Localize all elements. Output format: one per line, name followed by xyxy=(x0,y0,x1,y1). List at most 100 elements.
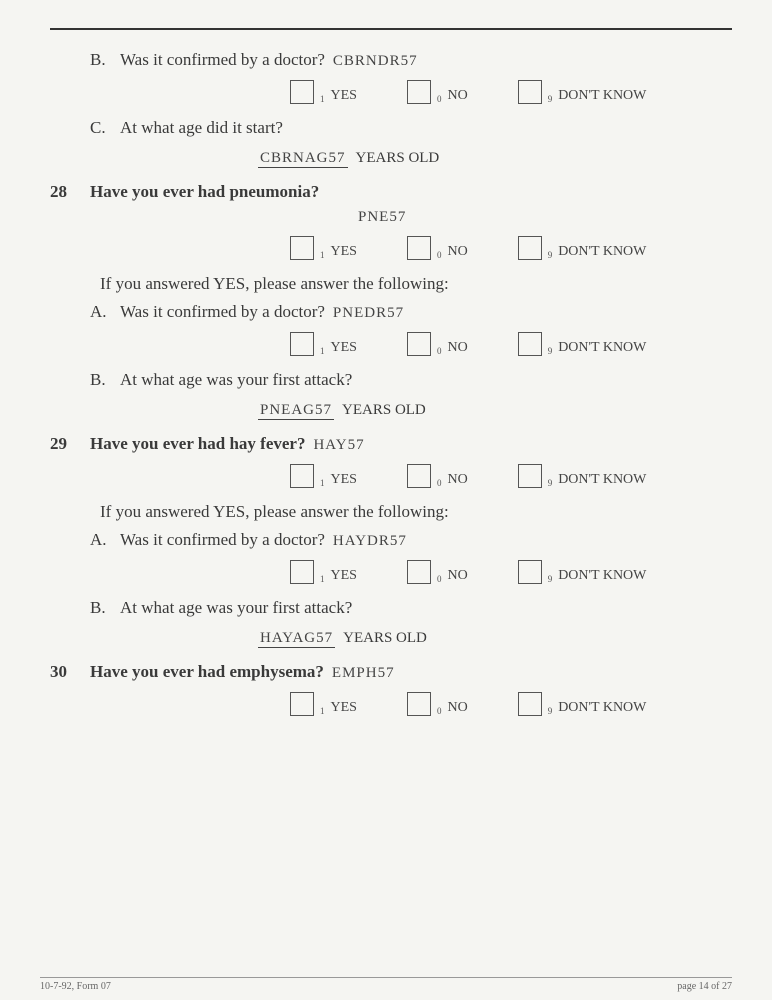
checkbox-dont-know[interactable] xyxy=(518,692,542,716)
option-dont-know: 9 DON'T KNOW xyxy=(518,80,647,104)
checkbox-no[interactable] xyxy=(407,692,431,716)
checkbox-yes[interactable] xyxy=(290,236,314,260)
sub-question-row: A. Was it confirmed by a doctor? PNEDR57 xyxy=(50,302,732,322)
checkbox-yes[interactable] xyxy=(290,80,314,104)
opt-sub: 1 xyxy=(320,94,325,104)
variable-code: CBRNDR57 xyxy=(333,53,418,70)
opt-label: NO xyxy=(447,340,467,356)
checkbox-dont-know[interactable] xyxy=(518,80,542,104)
variable-code: PNEAG57 xyxy=(258,402,334,420)
checkbox-no[interactable] xyxy=(407,236,431,260)
years-old-label: YEARS OLD xyxy=(342,402,426,419)
question-row: 29 Have you ever had hay fever? HAY57 xyxy=(50,434,732,454)
option-yes: 1 YES xyxy=(290,332,357,356)
opt-sub: 0 xyxy=(437,250,442,260)
opt-sub: 9 xyxy=(548,478,553,488)
sub-question-row: C. At what age did it start? xyxy=(50,118,732,138)
variable-code: CBRNAG57 xyxy=(258,150,348,168)
opt-label: DON'T KNOW xyxy=(558,244,646,260)
page-footer: 10-7-92, Form 07 page 14 of 27 xyxy=(40,977,732,992)
years-old-label: YEARS OLD xyxy=(356,150,440,167)
options-row: 1 YES 0 NO 9 DON'T KNOW xyxy=(50,560,732,584)
question-row: 28 Have you ever had pneumonia? xyxy=(50,182,732,202)
opt-label: NO xyxy=(447,568,467,584)
top-rule xyxy=(50,28,732,30)
sub-question-text: Was it confirmed by a doctor? xyxy=(120,530,325,550)
survey-page: B. Was it confirmed by a doctor? CBRNDR5… xyxy=(0,0,772,770)
option-dont-know: 9 DON'T KNOW xyxy=(518,332,647,356)
option-dont-know: 9 DON'T KNOW xyxy=(518,692,647,716)
question-number: 30 xyxy=(50,662,90,682)
question-text: Have you ever had emphysema? xyxy=(90,662,324,682)
checkbox-no[interactable] xyxy=(407,80,431,104)
variable-code: HAYAG57 xyxy=(258,630,335,648)
option-no: 0 NO xyxy=(407,80,468,104)
checkbox-yes[interactable] xyxy=(290,332,314,356)
opt-label: YES xyxy=(331,472,357,488)
sub-letter: B. xyxy=(90,50,120,70)
checkbox-yes[interactable] xyxy=(290,692,314,716)
age-line: CBRNAG57 YEARS OLD xyxy=(50,150,732,168)
options-row: 1 YES 0 NO 9 DON'T KNOW xyxy=(50,236,732,260)
opt-label: YES xyxy=(331,88,357,104)
opt-label: YES xyxy=(331,244,357,260)
checkbox-dont-know[interactable] xyxy=(518,332,542,356)
sub-question-text: At what age did it start? xyxy=(120,118,283,138)
opt-sub: 1 xyxy=(320,250,325,260)
opt-sub: 9 xyxy=(548,706,553,716)
opt-label: NO xyxy=(447,244,467,260)
option-yes: 1 YES xyxy=(290,560,357,584)
age-line: PNEAG57 YEARS OLD xyxy=(50,402,732,420)
question-text: Have you ever had pneumonia? xyxy=(90,182,319,202)
variable-code: PNE57 xyxy=(358,209,406,225)
checkbox-no[interactable] xyxy=(407,560,431,584)
options-row: 1 YES 0 NO 9 DON'T KNOW xyxy=(50,80,732,104)
question-number: 29 xyxy=(50,434,90,454)
sub-letter: B. xyxy=(90,598,120,618)
followup-text: If you answered YES, please answer the f… xyxy=(100,274,732,294)
variable-code: HAY57 xyxy=(313,437,364,454)
opt-sub: 0 xyxy=(437,94,442,104)
sub-letter: B. xyxy=(90,370,120,390)
checkbox-dont-know[interactable] xyxy=(518,560,542,584)
opt-sub: 0 xyxy=(437,574,442,584)
opt-sub: 9 xyxy=(548,574,553,584)
options-row: 1 YES 0 NO 9 DON'T KNOW xyxy=(50,692,732,716)
option-dont-know: 9 DON'T KNOW xyxy=(518,560,647,584)
option-no: 0 NO xyxy=(407,560,468,584)
options-row: 1 YES 0 NO 9 DON'T KNOW xyxy=(50,332,732,356)
checkbox-dont-know[interactable] xyxy=(518,464,542,488)
sub-question-text: Was it confirmed by a doctor? xyxy=(120,302,325,322)
checkbox-yes[interactable] xyxy=(290,464,314,488)
age-line: HAYAG57 YEARS OLD xyxy=(50,630,732,648)
options-row: 1 YES 0 NO 9 DON'T KNOW xyxy=(50,464,732,488)
opt-sub: 9 xyxy=(548,94,553,104)
sub-question-text: At what age was your first attack? xyxy=(120,370,352,390)
opt-sub: 1 xyxy=(320,346,325,356)
opt-sub: 0 xyxy=(437,346,442,356)
code-line: PNE57 xyxy=(50,208,732,226)
variable-code: HAYDR57 xyxy=(333,533,407,550)
footer-right: page 14 of 27 xyxy=(677,981,732,992)
opt-label: DON'T KNOW xyxy=(558,340,646,356)
sub-letter: A. xyxy=(90,530,120,550)
followup-text: If you answered YES, please answer the f… xyxy=(100,502,732,522)
option-yes: 1 YES xyxy=(290,692,357,716)
opt-label: NO xyxy=(447,472,467,488)
checkbox-yes[interactable] xyxy=(290,560,314,584)
opt-label: YES xyxy=(331,700,357,716)
variable-code: PNEDR57 xyxy=(333,305,404,322)
checkbox-no[interactable] xyxy=(407,332,431,356)
checkbox-no[interactable] xyxy=(407,464,431,488)
checkbox-dont-know[interactable] xyxy=(518,236,542,260)
sub-question-text: Was it confirmed by a doctor? xyxy=(120,50,325,70)
opt-sub: 9 xyxy=(548,250,553,260)
sub-letter: C. xyxy=(90,118,120,138)
opt-label: YES xyxy=(331,340,357,356)
option-dont-know: 9 DON'T KNOW xyxy=(518,464,647,488)
opt-label: YES xyxy=(331,568,357,584)
opt-label: DON'T KNOW xyxy=(558,472,646,488)
opt-label: DON'T KNOW xyxy=(558,88,646,104)
option-dont-know: 9 DON'T KNOW xyxy=(518,236,647,260)
opt-sub: 1 xyxy=(320,574,325,584)
